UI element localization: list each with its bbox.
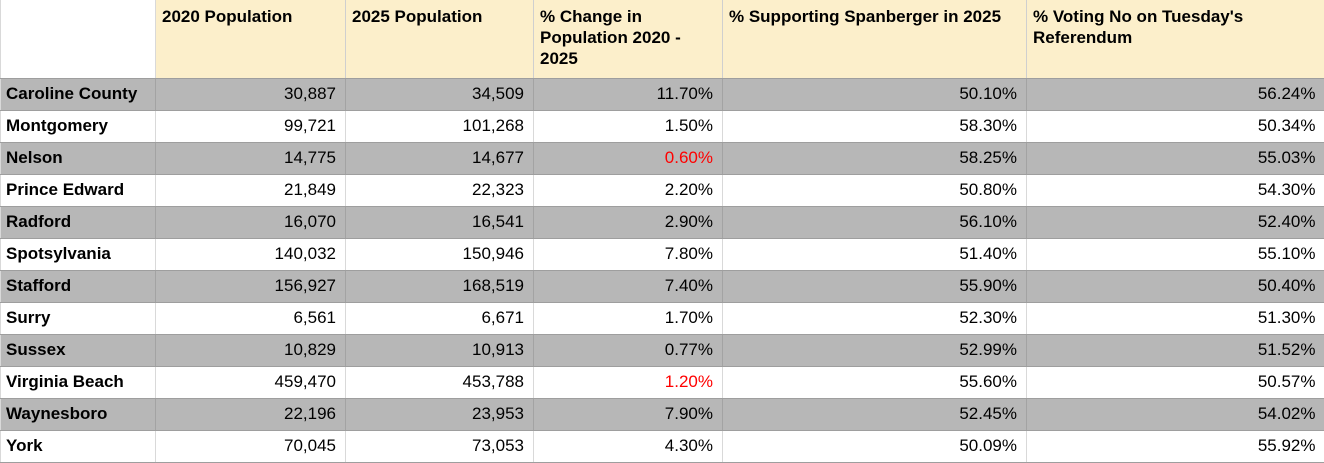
- cell-pct-change[interactable]: 1.70%: [534, 302, 723, 334]
- col-header-pct-change[interactable]: % Change in Population 2020 - 2025: [534, 0, 723, 78]
- cell-pct-change[interactable]: 7.90%: [534, 398, 723, 430]
- cell-2025-population[interactable]: 34,509: [346, 78, 534, 110]
- cell-2025-population[interactable]: 453,788: [346, 366, 534, 398]
- cell-2020-population[interactable]: 10,829: [156, 334, 346, 366]
- cell-locality-name[interactable]: Surry: [1, 302, 156, 334]
- cell-pct-change[interactable]: 11.70%: [534, 78, 723, 110]
- cell-pct-voting-no[interactable]: 50.40%: [1027, 270, 1324, 302]
- cell-pct-spanberger[interactable]: 55.60%: [723, 366, 1027, 398]
- cell-2020-population[interactable]: 70,045: [156, 430, 346, 462]
- cell-locality-name[interactable]: Virginia Beach: [1, 366, 156, 398]
- cell-pct-voting-no[interactable]: 51.52%: [1027, 334, 1324, 366]
- cell-pct-voting-no[interactable]: 50.57%: [1027, 366, 1324, 398]
- col-header-2020-population[interactable]: 2020 Population: [156, 0, 346, 78]
- cell-2020-population[interactable]: 21,849: [156, 174, 346, 206]
- cell-pct-voting-no[interactable]: 51.30%: [1027, 302, 1324, 334]
- cell-pct-spanberger[interactable]: 55.90%: [723, 270, 1027, 302]
- cell-pct-change[interactable]: 7.40%: [534, 270, 723, 302]
- cell-2020-population[interactable]: 14,775: [156, 142, 346, 174]
- cell-locality-name[interactable]: Prince Edward: [1, 174, 156, 206]
- cell-2025-population[interactable]: 150,946: [346, 238, 534, 270]
- cell-pct-spanberger[interactable]: 50.80%: [723, 174, 1027, 206]
- cell-pct-change[interactable]: 7.80%: [534, 238, 723, 270]
- cell-pct-change[interactable]: 1.50%: [534, 110, 723, 142]
- col-header-blank[interactable]: [1, 0, 156, 78]
- cell-2020-population[interactable]: 16,070: [156, 206, 346, 238]
- cell-locality-name[interactable]: Montgomery: [1, 110, 156, 142]
- cell-pct-change[interactable]: 0.60%: [534, 142, 723, 174]
- cell-pct-voting-no[interactable]: 54.02%: [1027, 398, 1324, 430]
- cell-2025-population[interactable]: 168,519: [346, 270, 534, 302]
- cell-pct-spanberger[interactable]: 52.45%: [723, 398, 1027, 430]
- cell-pct-spanberger[interactable]: 52.30%: [723, 302, 1027, 334]
- cell-2020-population[interactable]: 6,561: [156, 302, 346, 334]
- cell-locality-name[interactable]: Nelson: [1, 142, 156, 174]
- cell-2020-population[interactable]: 22,196: [156, 398, 346, 430]
- cell-2025-population[interactable]: 16,541: [346, 206, 534, 238]
- cell-locality-name[interactable]: Caroline County: [1, 78, 156, 110]
- cell-2020-population[interactable]: 99,721: [156, 110, 346, 142]
- cell-locality-name[interactable]: Radford: [1, 206, 156, 238]
- col-header-2025-population[interactable]: 2025 Population: [346, 0, 534, 78]
- cell-pct-change[interactable]: 1.20%: [534, 366, 723, 398]
- cell-locality-name[interactable]: Waynesboro: [1, 398, 156, 430]
- cell-pct-spanberger[interactable]: 50.10%: [723, 78, 1027, 110]
- col-header-pct-spanberger[interactable]: % Supporting Spanberger in 2025: [723, 0, 1027, 78]
- cell-pct-voting-no[interactable]: 56.24%: [1027, 78, 1324, 110]
- cell-pct-spanberger[interactable]: 50.09%: [723, 430, 1027, 462]
- cell-2025-population[interactable]: 22,323: [346, 174, 534, 206]
- cell-pct-spanberger[interactable]: 51.40%: [723, 238, 1027, 270]
- cell-pct-spanberger[interactable]: 58.25%: [723, 142, 1027, 174]
- cell-2020-population[interactable]: 156,927: [156, 270, 346, 302]
- cell-pct-spanberger[interactable]: 56.10%: [723, 206, 1027, 238]
- cell-2025-population[interactable]: 6,671: [346, 302, 534, 334]
- col-header-pct-voting-no[interactable]: % Voting No on Tuesday's Referendum: [1027, 0, 1324, 78]
- cell-pct-voting-no[interactable]: 52.40%: [1027, 206, 1324, 238]
- cell-locality-name[interactable]: Spotsylvania: [1, 238, 156, 270]
- cell-pct-spanberger[interactable]: 52.99%: [723, 334, 1027, 366]
- cell-pct-change[interactable]: 0.77%: [534, 334, 723, 366]
- cell-pct-change[interactable]: 2.90%: [534, 206, 723, 238]
- cell-pct-voting-no[interactable]: 55.03%: [1027, 142, 1324, 174]
- cell-locality-name[interactable]: Stafford: [1, 270, 156, 302]
- cell-2025-population[interactable]: 23,953: [346, 398, 534, 430]
- cell-pct-voting-no[interactable]: 50.34%: [1027, 110, 1324, 142]
- cell-pct-spanberger[interactable]: 58.30%: [723, 110, 1027, 142]
- cell-locality-name[interactable]: York: [1, 430, 156, 462]
- cell-2025-population[interactable]: 73,053: [346, 430, 534, 462]
- cell-pct-voting-no[interactable]: 55.10%: [1027, 238, 1324, 270]
- cell-pct-change[interactable]: 4.30%: [534, 430, 723, 462]
- cell-2025-population[interactable]: 10,913: [346, 334, 534, 366]
- cell-2025-population[interactable]: 14,677: [346, 142, 534, 174]
- cell-2020-population[interactable]: 140,032: [156, 238, 346, 270]
- cell-pct-voting-no[interactable]: 55.92%: [1027, 430, 1324, 462]
- cell-2020-population[interactable]: 459,470: [156, 366, 346, 398]
- cell-pct-voting-no[interactable]: 54.30%: [1027, 174, 1324, 206]
- cell-locality-name[interactable]: Sussex: [1, 334, 156, 366]
- cell-2025-population[interactable]: 101,268: [346, 110, 534, 142]
- header-row: 2020 Population 2025 Population % Change…: [1, 0, 1324, 78]
- cell-pct-change[interactable]: 2.20%: [534, 174, 723, 206]
- cell-2020-population[interactable]: 30,887: [156, 78, 346, 110]
